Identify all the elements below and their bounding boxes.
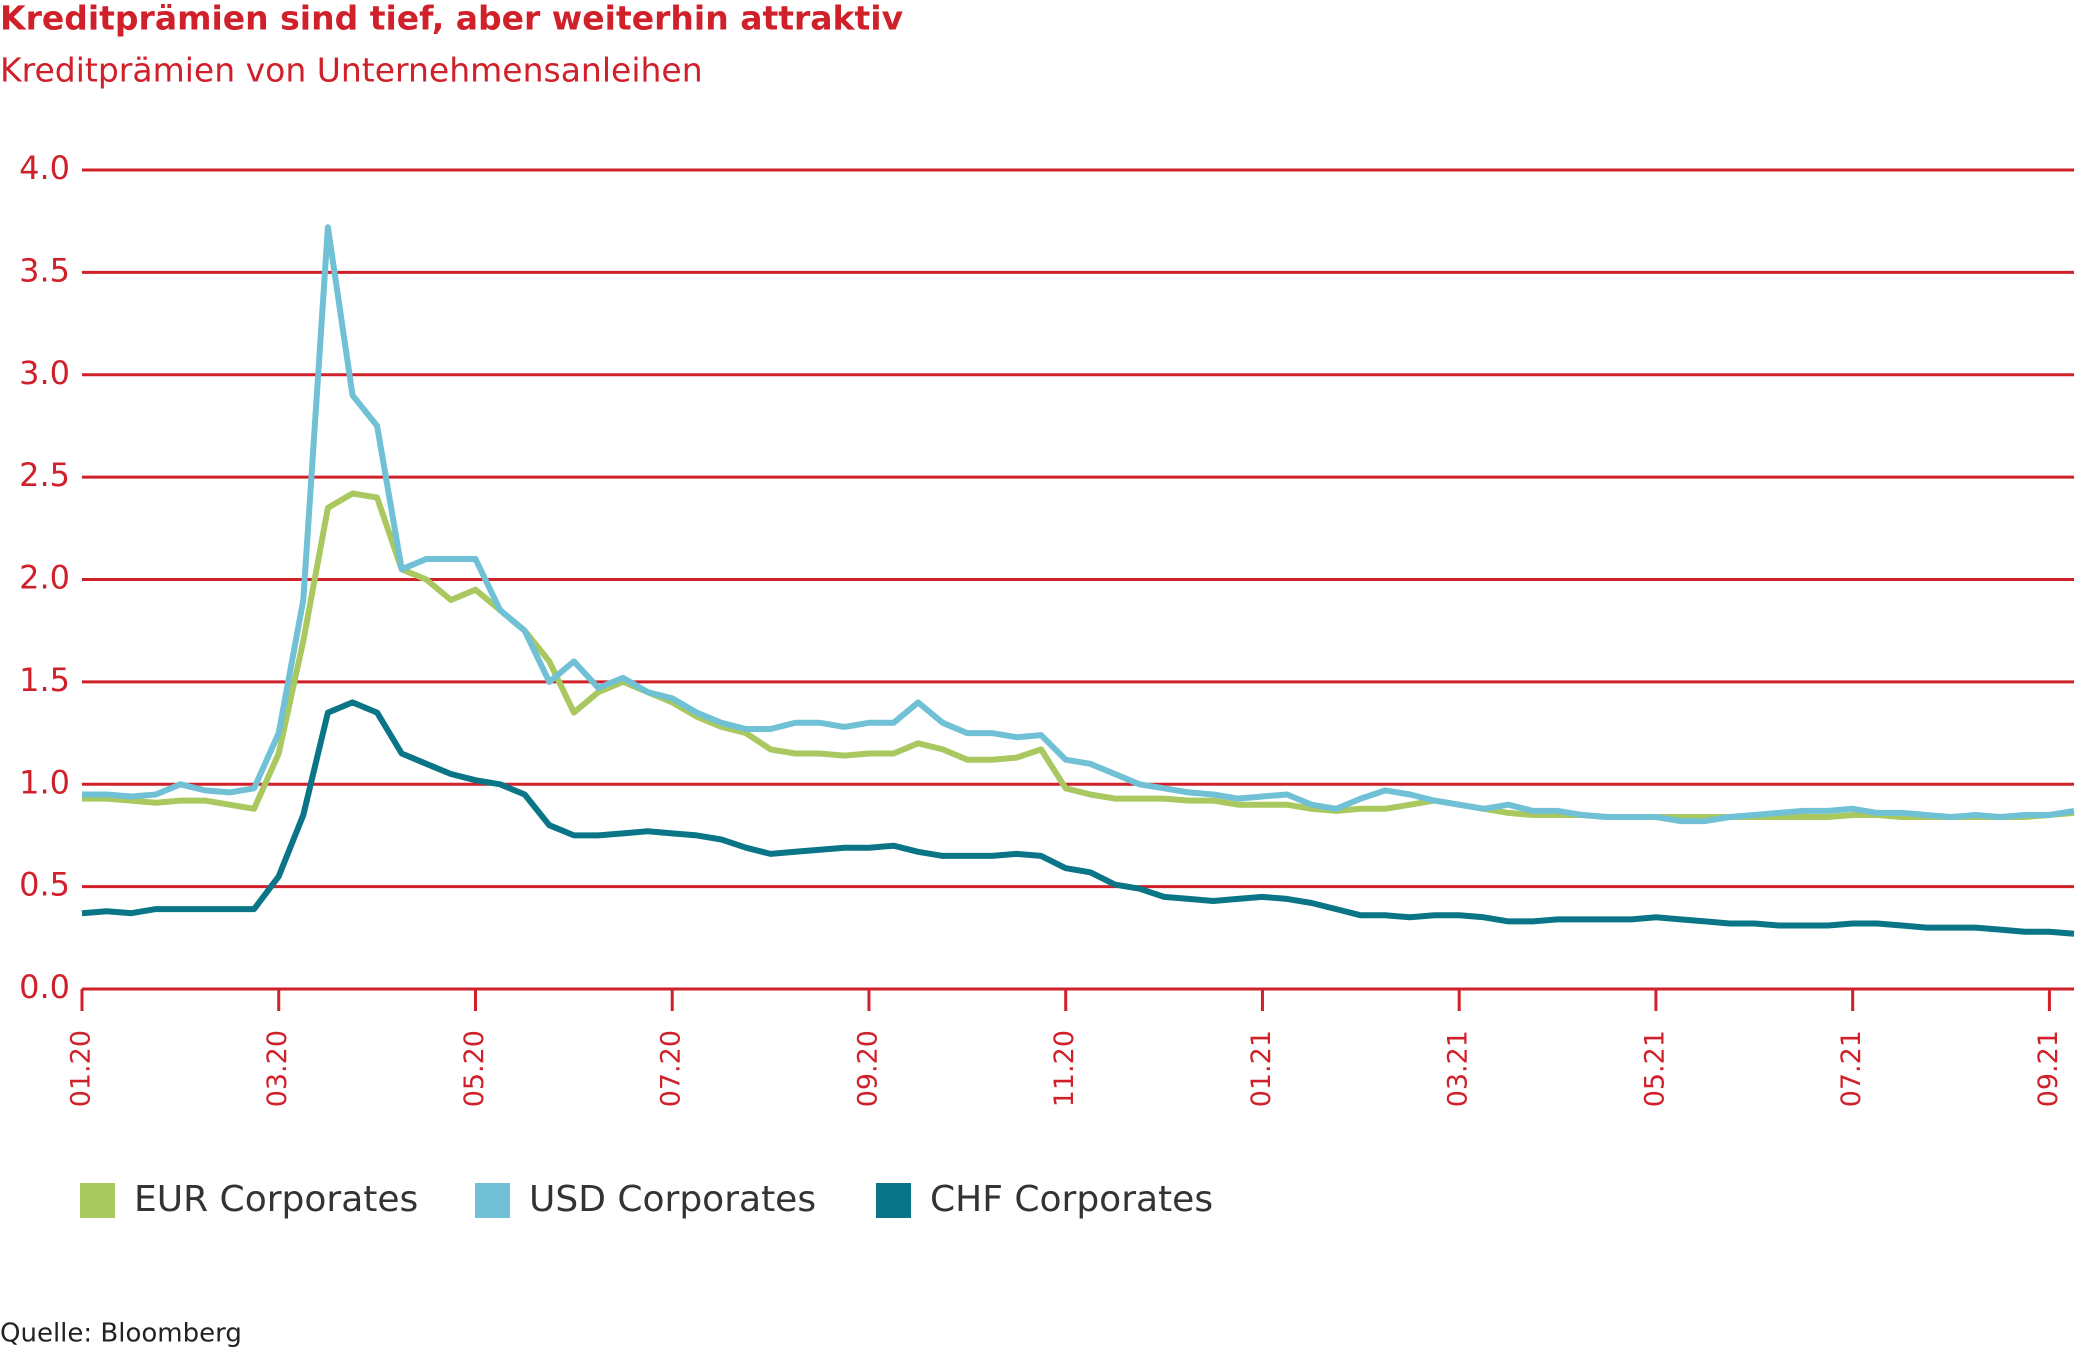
y-tick-label: 2.0 [19, 559, 70, 597]
y-tick-label: 0.5 [19, 866, 70, 904]
chart-title: Kreditprämien sind tief, aber weiterhin … [0, 0, 904, 38]
series-line [82, 490, 2075, 820]
x-tick-label: 07.21 [1836, 1030, 1867, 1107]
legend-swatch [80, 1183, 115, 1218]
x-tick-label: 01.20 [66, 1030, 97, 1107]
y-tick-label: 1.0 [19, 763, 70, 801]
source-note: Quelle: Bloomberg [0, 1319, 242, 1349]
x-tick-label: 05.20 [459, 1030, 490, 1107]
legend-label: USD Corporates [529, 1179, 816, 1220]
x-tick-label: 07.20 [656, 1030, 687, 1107]
x-tick-label: 03.21 [1443, 1030, 1474, 1107]
x-tick-label: 11.20 [1049, 1030, 1080, 1107]
x-tick-label: 05.21 [1639, 1030, 1670, 1107]
x-tick-label: 09.20 [852, 1030, 883, 1107]
legend-swatch [475, 1183, 510, 1218]
y-tick-label: 1.5 [19, 661, 70, 699]
chart-subtitle: Kreditprämien von Unternehmensanleihen [0, 51, 703, 90]
y-tick-label: 3.5 [19, 251, 70, 289]
x-tick-label: 09.21 [2033, 1030, 2064, 1107]
x-tick-label: 03.20 [262, 1030, 293, 1107]
y-tick-label: 3.0 [19, 354, 70, 392]
y-tick-label: 0.0 [19, 968, 70, 1006]
y-tick-label: 2.5 [19, 456, 70, 494]
y-tick-label: 4.0 [19, 149, 70, 187]
series-line [81, 699, 2075, 937]
x-tick-label: 01.21 [1246, 1030, 1277, 1107]
series-line [82, 224, 2075, 825]
legend-swatch [876, 1183, 911, 1218]
legend-label: CHF Corporates [930, 1179, 1213, 1220]
legend-label: EUR Corporates [134, 1179, 418, 1220]
